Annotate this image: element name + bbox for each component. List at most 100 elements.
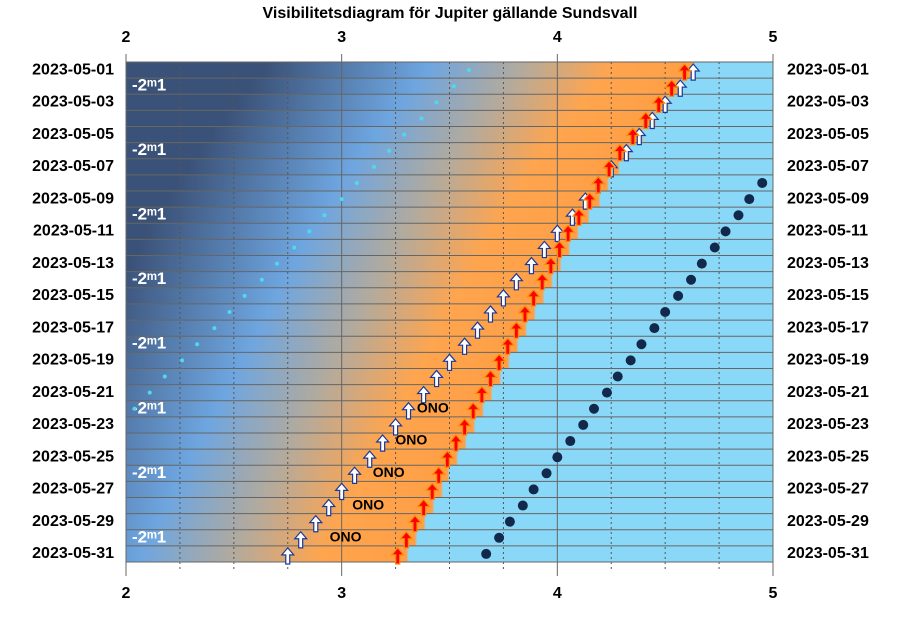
small-dot	[307, 229, 312, 234]
date-label-left: 2023-05-01	[32, 61, 114, 78]
dot	[744, 194, 755, 205]
date-label-left: 2023-05-03	[32, 94, 114, 111]
small-dot	[227, 310, 232, 314]
arrow	[280, 546, 296, 565]
date-label-left: 2023-05-05	[32, 126, 114, 143]
dot	[696, 258, 707, 269]
dot	[494, 532, 505, 543]
arrow	[651, 95, 667, 113]
magnitude-label: -2ᵐ1	[132, 76, 166, 95]
date-label-left: 2023-05-31	[32, 545, 114, 562]
arrow	[440, 450, 455, 468]
dot	[552, 452, 563, 463]
date-label-left: 2023-05-21	[32, 384, 114, 401]
x-tick-label-bottom: 5	[769, 585, 778, 602]
small-dot	[387, 148, 392, 153]
date-label-right: 2023-05-25	[787, 448, 869, 465]
arrow	[424, 482, 440, 501]
date-label-left: 2023-05-07	[32, 158, 114, 175]
date-label-left: 2023-05-11	[33, 223, 114, 240]
x-tick-label-bottom: 4	[553, 585, 562, 602]
x-tick-label-top: 2	[122, 29, 131, 46]
small-dot	[322, 213, 327, 218]
direction-label: ONO	[373, 464, 405, 480]
date-label-right: 2023-05-11	[787, 223, 868, 240]
arrow	[534, 272, 550, 291]
date-label-right: 2023-05-09	[787, 190, 869, 207]
date-label-right: 2023-05-05	[787, 126, 869, 143]
direction-label: ONO	[330, 529, 362, 545]
direction-label: ONO	[395, 432, 427, 448]
date-label-right: 2023-05-23	[787, 416, 869, 433]
arrow	[401, 401, 416, 420]
date-label-right: 2023-05-17	[787, 319, 869, 336]
arrow	[625, 127, 641, 146]
sky-band	[126, 287, 773, 305]
arrow	[571, 208, 587, 226]
magnitude-label: -2ᵐ1	[132, 269, 166, 288]
date-label-left: 2023-05-15	[32, 287, 114, 304]
arrow	[638, 111, 654, 130]
arrow	[448, 434, 464, 452]
arrow	[524, 256, 539, 275]
date-label-right: 2023-05-13	[787, 255, 869, 272]
magnitude-label: -2ᵐ1	[132, 205, 166, 224]
small-dot	[451, 84, 456, 89]
arrow	[474, 385, 490, 404]
small-dot	[259, 277, 264, 282]
arrow	[431, 466, 447, 484]
arrow	[496, 288, 511, 307]
dot	[720, 226, 731, 237]
dot	[757, 177, 768, 188]
x-tick-label-bottom: 2	[122, 585, 131, 602]
arrow	[664, 79, 679, 97]
date-label-right: 2023-05-29	[787, 513, 869, 530]
small-dot	[434, 100, 439, 105]
arrow	[483, 369, 498, 388]
arrow	[543, 256, 559, 275]
dot	[601, 387, 612, 398]
arrow	[509, 321, 524, 339]
small-dot	[132, 406, 137, 411]
small-dot	[372, 164, 377, 169]
arrow	[388, 417, 403, 436]
arrow	[375, 434, 390, 452]
arrow	[457, 337, 472, 355]
arrow	[591, 175, 606, 194]
direction-label: ONO	[417, 399, 449, 415]
magnitude-label: -2ᵐ1	[132, 140, 166, 159]
date-label-right: 2023-05-19	[787, 352, 869, 369]
date-label-right: 2023-05-03	[787, 94, 869, 111]
dot	[709, 242, 720, 253]
arrow	[537, 240, 552, 259]
small-dot	[466, 68, 471, 73]
small-dot	[147, 390, 152, 395]
small-dot	[242, 293, 247, 298]
dot	[625, 355, 636, 366]
arrow	[582, 192, 597, 210]
arrow	[429, 369, 444, 388]
arrow	[612, 143, 628, 162]
arrow	[442, 353, 457, 372]
date-label-right: 2023-05-31	[787, 545, 869, 562]
arrow	[517, 305, 533, 323]
sky-band	[126, 62, 773, 79]
arrow	[334, 482, 349, 501]
arrow	[416, 385, 431, 404]
arrow	[407, 514, 423, 533]
dot	[481, 548, 492, 559]
date-label-right: 2023-05-21	[787, 384, 869, 401]
magnitude-label: -2ᵐ1	[132, 463, 166, 482]
dot	[612, 371, 623, 382]
dot	[733, 210, 744, 221]
arrow	[416, 498, 431, 517]
dot	[528, 484, 539, 495]
sky-band	[126, 416, 773, 434]
x-tick-label-top: 5	[769, 29, 778, 46]
arrow	[526, 288, 541, 307]
sky-band	[126, 271, 773, 289]
arrow	[500, 337, 516, 355]
arrow	[347, 466, 362, 484]
date-label-left: 2023-05-09	[32, 190, 114, 207]
